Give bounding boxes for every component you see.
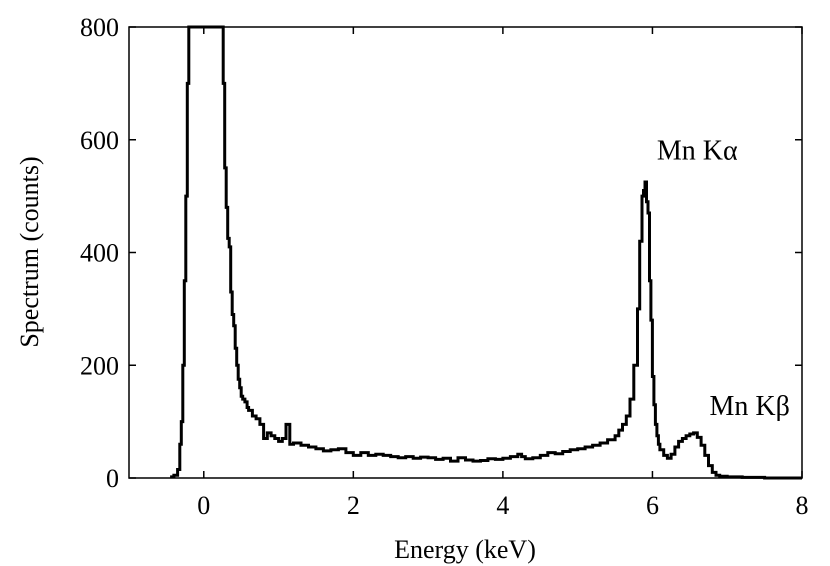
axis-tick-labels: 0 2 4 6 8 0 200 400 600 800 <box>80 13 809 520</box>
x-axis-title: Energy (keV) <box>394 535 536 564</box>
peak-label: Mn Kα <box>657 135 738 166</box>
x-tick-label: 2 <box>347 491 360 520</box>
x-tick-label: 0 <box>197 491 210 520</box>
peak-label: Mn Kβ <box>709 391 789 422</box>
x-tick-label: 6 <box>646 491 659 520</box>
y-tick-label: 200 <box>80 351 119 380</box>
y-tick-label: 800 <box>80 13 119 42</box>
x-tick-label: 4 <box>496 491 509 520</box>
spectrum-line <box>170 25 802 480</box>
peak-annotations: Mn Kα Mn Kβ <box>657 135 790 421</box>
y-tick-label: 600 <box>80 126 119 155</box>
y-tick-label: 0 <box>106 464 119 493</box>
y-tick-label: 400 <box>80 239 119 268</box>
y-axis-title: Spectrum (counts) <box>15 156 44 347</box>
x-tick-label: 8 <box>796 491 809 520</box>
